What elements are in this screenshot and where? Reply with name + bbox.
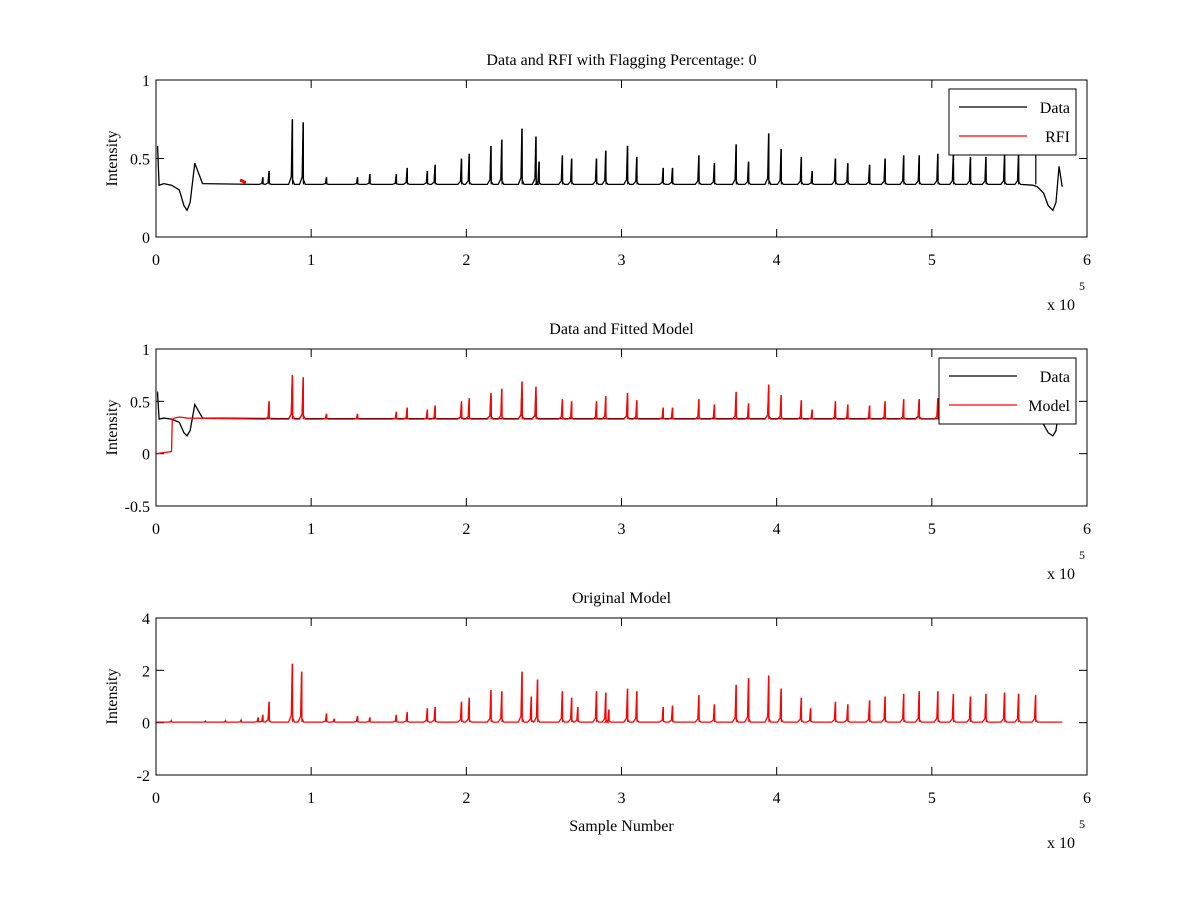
x-tick-label: 5 — [928, 252, 936, 269]
x-multiplier-exponent: 5 — [1079, 279, 1085, 293]
x-tick-label: 2 — [462, 521, 470, 538]
chart-title: Data and RFI with Flagging Percentage: 0 — [486, 52, 756, 69]
x-tick-label: 5 — [928, 521, 936, 538]
y-tick-label: -0.5 — [125, 499, 150, 516]
y-tick-label: -2 — [137, 768, 150, 785]
x-tick-label: 3 — [618, 790, 626, 807]
y-tick-label: 0 — [142, 716, 150, 733]
plot-area — [155, 79, 1088, 238]
legend-label: Data — [1040, 100, 1070, 117]
y-tick-label: 0.5 — [130, 394, 150, 411]
x-tick-label: 0 — [152, 252, 160, 269]
legend: Data RFI — [948, 88, 1077, 156]
x-multiplier-exponent: 5 — [1079, 548, 1085, 562]
legend-label: Data — [1040, 369, 1070, 386]
x-tick-label: 4 — [773, 252, 781, 269]
series-model — [157, 663, 1063, 723]
x-tick-label: 2 — [462, 252, 470, 269]
x-tick-label: 5 — [928, 790, 936, 807]
y-tick-label: 0 — [142, 230, 150, 247]
x-tick-label: 4 — [773, 521, 781, 538]
y-tick-label: 2 — [142, 663, 150, 680]
plot-area — [155, 617, 1088, 776]
x-tick-label: 1 — [307, 790, 315, 807]
subplot-3: Original Model Intensity Sample Number 0 1 2 3… — [104, 590, 1091, 852]
plot-area — [155, 348, 1088, 507]
x-tick-label: 4 — [773, 790, 781, 807]
x-tick-label: 3 — [618, 252, 626, 269]
legend-box — [938, 357, 1077, 425]
x-multiplier-base: x 10 — [1047, 566, 1075, 583]
y-tick-label: 4 — [142, 611, 150, 628]
x-multiplier-base: x 10 — [1047, 297, 1075, 314]
x-tick-label: 0 — [152, 521, 160, 538]
y-axis-label: Intensity — [104, 400, 121, 456]
y-axis-label: Intensity — [104, 669, 121, 725]
series-rfi — [239, 178, 247, 184]
series-model — [157, 375, 941, 455]
legend-box — [948, 88, 1077, 156]
y-tick-label: 0.5 — [130, 152, 150, 169]
x-tick-label: 6 — [1083, 521, 1091, 538]
x-multiplier-exponent: 5 — [1079, 817, 1085, 831]
data-point — [239, 178, 243, 183]
x-tick-label: 6 — [1083, 790, 1091, 807]
y-tick-label: 1 — [142, 342, 150, 359]
chart-title: Data and Fitted Model — [549, 321, 694, 338]
y-axis-label: Intensity — [104, 131, 121, 187]
legend-label: Model — [1028, 398, 1070, 415]
data-point — [242, 180, 247, 184]
x-tick-label: 2 — [462, 790, 470, 807]
x-tick-label: 6 — [1083, 252, 1091, 269]
chart-title: Original Model — [572, 590, 672, 607]
subplot-2: Data and Fitted Model Intensity 0 1 2 3 4 5 6 -0.… — [104, 321, 1091, 583]
y-tick-label: 1 — [142, 73, 150, 90]
subplot-1: Data and RFI with Flagging Percentage: 0… — [104, 52, 1091, 314]
y-tick-label: 0 — [142, 447, 150, 464]
series-line-model — [157, 375, 941, 455]
x-tick-label: 1 — [307, 521, 315, 538]
legend: Data Model — [938, 357, 1077, 425]
x-tick-label: 1 — [307, 252, 315, 269]
x-axis-label: Sample Number — [569, 818, 674, 835]
series-data — [157, 119, 1063, 212]
legend-label: RFI — [1045, 129, 1070, 146]
x-tick-label: 3 — [618, 521, 626, 538]
x-tick-label: 0 — [152, 790, 160, 807]
x-multiplier-base: x 10 — [1047, 835, 1075, 852]
